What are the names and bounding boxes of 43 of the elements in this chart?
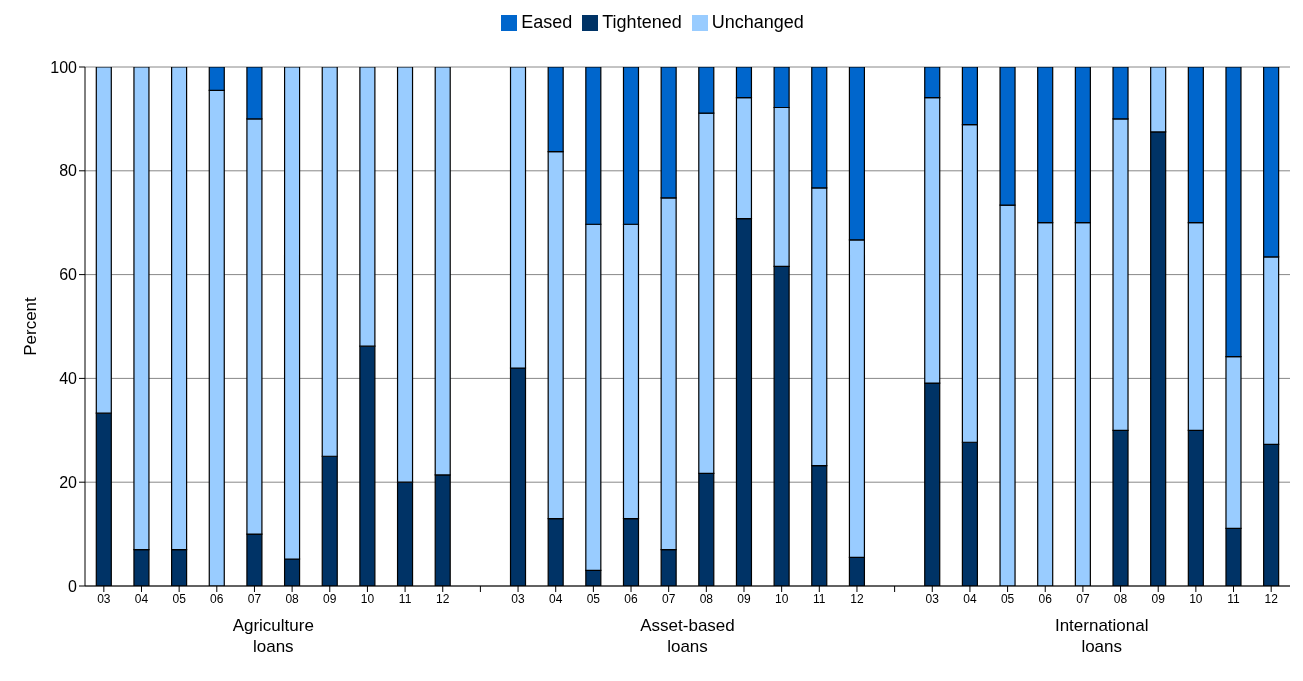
y-tick-label: 40 <box>59 370 78 388</box>
x-tick-label: 11 <box>398 591 412 606</box>
y-tick-label: 100 <box>50 58 78 76</box>
x-tick-label: 10 <box>360 591 375 606</box>
x-tick-label: 09 <box>1151 591 1166 606</box>
y-tick-label: 20 <box>59 473 78 491</box>
x-tick-label: 09 <box>737 591 751 606</box>
text: Agriculture loans <box>231 615 315 657</box>
x-tick-label: 07 <box>1076 591 1090 606</box>
y-tick-label: 80 <box>59 162 78 180</box>
y-tick-label: 0 <box>68 577 78 595</box>
x-tick-label: 08 <box>699 591 714 606</box>
x-tick-label: 12 <box>436 591 450 606</box>
y-axis-title: Percent <box>21 296 41 356</box>
x-tick-label: 09 <box>323 591 337 606</box>
x-tick-label: 04 <box>963 591 977 606</box>
x-tick-label: 11 <box>1227 591 1241 606</box>
x-tick-label: 07 <box>661 591 676 606</box>
x-tick-label: 06 <box>210 591 224 606</box>
x-tick-label: 10 <box>774 591 789 606</box>
x-tick-label: 06 <box>1038 591 1053 606</box>
x-tick-label: 03 <box>511 591 526 606</box>
x-tick-label: 04 <box>134 591 149 606</box>
x-tick-label: 05 <box>172 591 187 606</box>
x-tick-label: 03 <box>925 591 940 606</box>
legend-label: Eased <box>521 12 573 32</box>
y-tick-label: 60 <box>59 266 78 284</box>
x-tick-label: 08 <box>1113 591 1128 606</box>
x-tick-label: 03 <box>97 591 111 606</box>
x-tick-label: 05 <box>1000 591 1015 606</box>
x-tick-label: 12 <box>1264 591 1279 606</box>
x-tick-label: 06 <box>624 591 639 606</box>
text: Asset-based loans <box>639 615 736 657</box>
x-tick-label: 11 <box>813 591 826 606</box>
x-tick-label: 07 <box>247 591 262 606</box>
legend-label: Tightened <box>602 12 682 32</box>
x-tick-label: 10 <box>1189 591 1203 606</box>
x-tick-label: 08 <box>285 591 300 606</box>
legend-label: Unchanged <box>711 12 804 32</box>
x-tick-label: 12 <box>850 591 864 606</box>
x-tick-label: 04 <box>549 591 563 606</box>
text: International loans <box>1053 615 1150 657</box>
x-tick-label: 05 <box>586 591 601 606</box>
